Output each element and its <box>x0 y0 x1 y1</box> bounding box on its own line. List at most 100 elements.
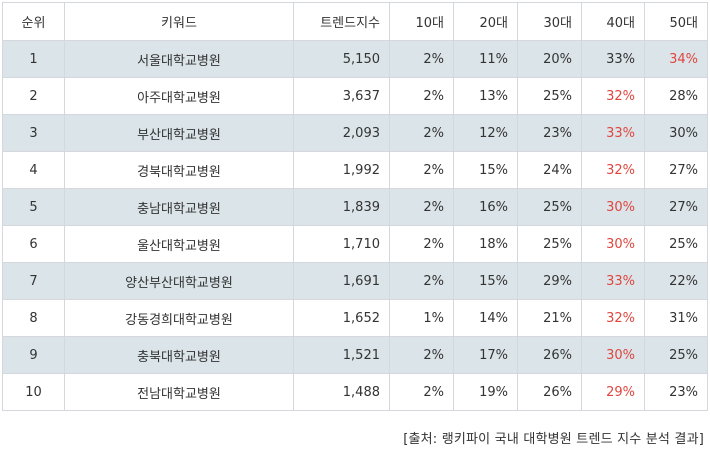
cell-age30: 25% <box>517 77 582 115</box>
cell-trend-index: 1,992 <box>293 151 390 189</box>
cell-age40: 32% <box>581 151 645 189</box>
cell-age20: 11% <box>453 40 518 78</box>
cell-rank: 6 <box>2 225 65 263</box>
cell-age10: 2% <box>389 262 454 300</box>
cell-age30: 29% <box>517 262 582 300</box>
cell-age30: 20% <box>517 40 582 78</box>
cell-age50: 25% <box>644 336 708 374</box>
cell-age40: 33% <box>581 114 645 152</box>
cell-age10: 2% <box>389 151 454 189</box>
cell-keyword: 전남대학교병원 <box>64 373 294 411</box>
cell-trend-index: 1,521 <box>293 336 390 374</box>
cell-keyword: 아주대학교병원 <box>64 77 294 115</box>
cell-age10: 2% <box>389 114 454 152</box>
cell-age20: 19% <box>453 373 518 411</box>
cell-age40: 32% <box>581 299 645 337</box>
cell-age20: 14% <box>453 299 518 337</box>
cell-age50: 34% <box>644 40 708 78</box>
table-row: 5 충남대학교병원 1,839 2% 16% 25% 30% 27% <box>2 188 708 226</box>
cell-age10: 2% <box>389 77 454 115</box>
table-row: 10 전남대학교병원 1,488 2% 19% 26% 29% 23% <box>2 373 708 411</box>
cell-age50: 22% <box>644 262 708 300</box>
cell-age10: 2% <box>389 336 454 374</box>
cell-age30: 23% <box>517 114 582 152</box>
cell-rank: 10 <box>2 373 65 411</box>
cell-age40: 33% <box>581 262 645 300</box>
cell-trend-index: 1,488 <box>293 373 390 411</box>
cell-rank: 1 <box>2 40 65 78</box>
cell-rank: 7 <box>2 262 65 300</box>
header-age50: 50대 <box>644 2 708 41</box>
cell-keyword: 서울대학교병원 <box>64 40 294 78</box>
cell-age40: 30% <box>581 188 645 226</box>
cell-rank: 4 <box>2 151 65 189</box>
cell-age50: 28% <box>644 77 708 115</box>
cell-rank: 2 <box>2 77 65 115</box>
cell-age20: 13% <box>453 77 518 115</box>
cell-rank: 5 <box>2 188 65 226</box>
cell-age10: 1% <box>389 299 454 337</box>
table-row: 4 경북대학교병원 1,992 2% 15% 24% 32% 27% <box>2 151 708 189</box>
table-row: 3 부산대학교병원 2,093 2% 12% 23% 33% 30% <box>2 114 708 152</box>
table-row: 1 서울대학교병원 5,150 2% 11% 20% 33% 34% <box>2 40 708 78</box>
cell-rank: 3 <box>2 114 65 152</box>
cell-trend-index: 1,652 <box>293 299 390 337</box>
cell-keyword: 경북대학교병원 <box>64 151 294 189</box>
cell-age50: 23% <box>644 373 708 411</box>
cell-age40: 33% <box>581 40 645 78</box>
cell-age40: 29% <box>581 373 645 411</box>
table-row: 2 아주대학교병원 3,637 2% 13% 25% 32% 28% <box>2 77 708 115</box>
cell-age10: 2% <box>389 188 454 226</box>
source-caption: [출처: 랭키파이 국내 대학병원 트렌드 지수 분석 결과] <box>403 432 704 447</box>
cell-age40: 30% <box>581 336 645 374</box>
cell-trend-index: 2,093 <box>293 114 390 152</box>
cell-trend-index: 1,710 <box>293 225 390 263</box>
cell-age50: 27% <box>644 188 708 226</box>
cell-age30: 26% <box>517 336 582 374</box>
header-age30: 30대 <box>517 2 582 41</box>
cell-age30: 21% <box>517 299 582 337</box>
cell-trend-index: 5,150 <box>293 40 390 78</box>
cell-age10: 2% <box>389 373 454 411</box>
cell-age40: 30% <box>581 225 645 263</box>
cell-age40: 32% <box>581 77 645 115</box>
table-row: 6 울산대학교병원 1,710 2% 18% 25% 30% 25% <box>2 225 708 263</box>
cell-age50: 30% <box>644 114 708 152</box>
cell-keyword: 양산부산대학교병원 <box>64 262 294 300</box>
cell-age20: 17% <box>453 336 518 374</box>
cell-age20: 12% <box>453 114 518 152</box>
cell-keyword: 울산대학교병원 <box>64 225 294 263</box>
cell-age30: 26% <box>517 373 582 411</box>
cell-age20: 18% <box>453 225 518 263</box>
table-row: 8 강동경희대학교병원 1,652 1% 14% 21% 32% 31% <box>2 299 708 337</box>
cell-keyword: 충남대학교병원 <box>64 188 294 226</box>
header-rank: 순위 <box>2 2 65 41</box>
table-body: 1 서울대학교병원 5,150 2% 11% 20% 33% 34% 2 아주대학교병원 3,637… <box>2 40 708 411</box>
cell-age50: 31% <box>644 299 708 337</box>
header-age10: 10대 <box>389 2 454 41</box>
cell-rank: 9 <box>2 336 65 374</box>
cell-age20: 15% <box>453 262 518 300</box>
header-trend-index: 트렌드지수 <box>293 2 390 41</box>
cell-trend-index: 1,691 <box>293 262 390 300</box>
cell-rank: 8 <box>2 299 65 337</box>
cell-age10: 2% <box>389 225 454 263</box>
header-keyword: 키워드 <box>64 2 294 41</box>
table-header-row: 순위 키워드 트렌드지수 10대 20대 30대 40대 50대 <box>2 2 708 41</box>
cell-age30: 25% <box>517 225 582 263</box>
cell-keyword: 충북대학교병원 <box>64 336 294 374</box>
cell-age50: 27% <box>644 151 708 189</box>
cell-keyword: 부산대학교병원 <box>64 114 294 152</box>
table-row: 9 충북대학교병원 1,521 2% 17% 26% 30% 25% <box>2 336 708 374</box>
cell-age30: 25% <box>517 188 582 226</box>
cell-trend-index: 3,637 <box>293 77 390 115</box>
header-age40: 40대 <box>581 2 645 41</box>
cell-age10: 2% <box>389 40 454 78</box>
cell-age20: 15% <box>453 151 518 189</box>
header-age20: 20대 <box>453 2 518 41</box>
cell-trend-index: 1,839 <box>293 188 390 226</box>
table-row: 7 양산부산대학교병원 1,691 2% 15% 29% 33% 22% <box>2 262 708 300</box>
cell-keyword: 강동경희대학교병원 <box>64 299 294 337</box>
cell-age30: 24% <box>517 151 582 189</box>
